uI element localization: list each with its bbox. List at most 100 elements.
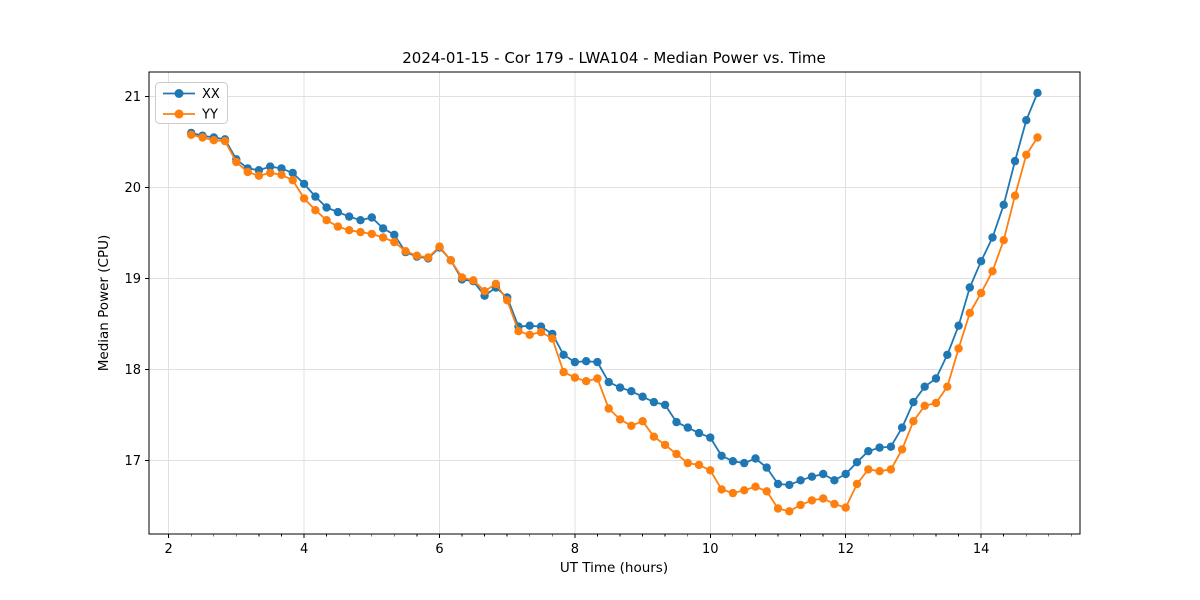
data-point-yy bbox=[1022, 150, 1031, 159]
x-tick-label: 12 bbox=[837, 542, 854, 557]
data-point-yy bbox=[322, 216, 331, 225]
y-tick-label: 17 bbox=[124, 454, 141, 469]
data-point-xx bbox=[299, 179, 309, 189]
data-point-xx bbox=[367, 213, 376, 222]
x-tick-label: 6 bbox=[435, 542, 443, 557]
data-point-yy bbox=[390, 237, 399, 247]
x-axis-label: UT Time (hours) bbox=[560, 560, 668, 576]
data-point-yy bbox=[785, 507, 794, 516]
data-point-xx bbox=[1022, 116, 1031, 125]
data-point-yy bbox=[536, 327, 546, 337]
data-point-yy bbox=[864, 465, 873, 474]
x-tick-label: 8 bbox=[571, 542, 579, 557]
data-point-yy bbox=[593, 374, 602, 383]
data-point-yy bbox=[649, 432, 659, 441]
data-point-yy bbox=[638, 417, 647, 426]
data-point-yy bbox=[954, 344, 963, 353]
data-point-xx bbox=[1033, 88, 1042, 98]
legend-entry-label: XX bbox=[202, 87, 220, 102]
data-point-xx bbox=[288, 168, 297, 178]
series-line-yy bbox=[190, 133, 1039, 513]
data-point-xx bbox=[390, 230, 399, 239]
data-point-yy bbox=[232, 157, 241, 167]
data-point-xx bbox=[864, 447, 873, 456]
data-point-xx bbox=[615, 383, 625, 392]
data-point-xx bbox=[649, 397, 659, 407]
y-tick-label: 20 bbox=[124, 181, 141, 196]
data-point-xx bbox=[785, 480, 794, 490]
y-tick-label: 19 bbox=[124, 272, 141, 287]
data-point-xx bbox=[593, 357, 602, 367]
axes-layer: 2 4 6 8 10 12 14 17 18 19 20 21 bbox=[124, 71, 1081, 557]
data-point-yy bbox=[965, 308, 974, 318]
data-point-yy bbox=[243, 167, 252, 177]
data-point-yy bbox=[311, 206, 320, 215]
data-point-yy bbox=[548, 334, 557, 343]
data-point-xx bbox=[920, 382, 929, 391]
legend-marker-sample bbox=[174, 89, 184, 98]
data-point-yy bbox=[740, 486, 749, 495]
data-point-yy bbox=[570, 373, 580, 382]
data-point-xx bbox=[852, 458, 862, 467]
data-point-yy bbox=[988, 267, 997, 276]
data-point-xx bbox=[525, 321, 534, 330]
data-point-yy bbox=[807, 496, 817, 505]
x-tick-label: 14 bbox=[973, 542, 990, 557]
data-point-yy bbox=[717, 485, 726, 494]
data-point-xx bbox=[807, 472, 817, 481]
data-point-xx bbox=[378, 224, 388, 233]
data-point-xx bbox=[311, 192, 320, 201]
data-point-yy bbox=[841, 503, 850, 512]
data-point-yy bbox=[401, 247, 410, 256]
data-point-xx bbox=[694, 428, 704, 438]
data-point-yy bbox=[457, 273, 467, 282]
plot-frame bbox=[148, 71, 1081, 535]
data-point-yy bbox=[446, 256, 455, 265]
data-point-xx bbox=[819, 469, 828, 479]
data-point-xx bbox=[740, 458, 749, 468]
data-point-xx bbox=[1010, 156, 1020, 166]
data-point-yy bbox=[209, 136, 218, 145]
grid-layer bbox=[149, 72, 1080, 534]
data-point-yy bbox=[672, 449, 681, 459]
data-point-yy bbox=[1010, 191, 1020, 200]
data-point-yy bbox=[378, 233, 388, 242]
data-point-xx bbox=[683, 423, 692, 432]
data-point-xx bbox=[762, 463, 771, 472]
data-point-xx bbox=[277, 164, 286, 173]
data-point-yy bbox=[220, 136, 230, 146]
data-point-xx bbox=[717, 451, 726, 460]
data-point-yy bbox=[345, 226, 354, 235]
data-point-xx bbox=[356, 216, 365, 225]
data-point-yy bbox=[897, 445, 907, 454]
data-point-xx bbox=[841, 469, 850, 479]
data-point-yy bbox=[615, 415, 625, 424]
data-point-yy bbox=[627, 421, 636, 430]
data-point-yy bbox=[503, 296, 512, 305]
data-point-xx bbox=[728, 457, 738, 466]
data-point-yy bbox=[976, 288, 986, 298]
data-point-yy bbox=[819, 494, 828, 503]
data-point-xx bbox=[333, 207, 343, 217]
data-point-yy bbox=[254, 171, 264, 180]
data-point-xx bbox=[954, 321, 963, 330]
data-point-xx bbox=[875, 443, 884, 452]
data-point-xx bbox=[965, 283, 974, 292]
data-point-yy bbox=[762, 487, 771, 496]
data-point-yy bbox=[931, 398, 941, 408]
data-point-yy bbox=[660, 440, 670, 450]
data-point-yy bbox=[412, 251, 422, 260]
data-point-xx bbox=[976, 257, 986, 266]
data-point-yy bbox=[559, 367, 568, 377]
data-point-yy bbox=[525, 330, 534, 339]
data-point-yy bbox=[728, 488, 738, 498]
data-point-xx bbox=[943, 350, 952, 359]
data-point-xx bbox=[266, 162, 275, 171]
legend: XX YY bbox=[155, 82, 228, 124]
series-line-xx bbox=[190, 92, 1039, 486]
data-point-yy bbox=[187, 130, 196, 139]
data-point-yy bbox=[356, 227, 365, 237]
data-point-xx bbox=[909, 397, 918, 407]
data-point-xx bbox=[796, 476, 805, 485]
